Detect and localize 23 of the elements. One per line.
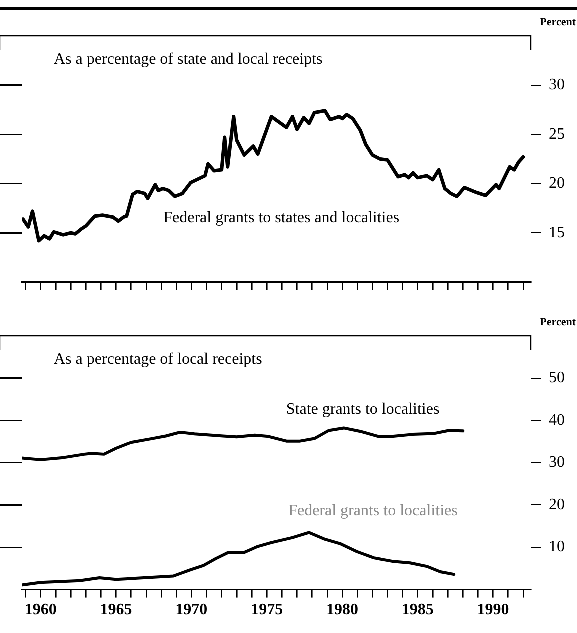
- y-tick-label: 50: [549, 370, 565, 387]
- x-tick-label: 1965: [100, 602, 132, 619]
- series-label: State grants to localities: [286, 400, 440, 418]
- x-tick-label: 1985: [402, 602, 434, 619]
- x-tick-label: 1980: [326, 602, 358, 619]
- y-axis-title: Percent: [540, 316, 576, 328]
- y-tick-label: 40: [549, 412, 565, 429]
- y-tick-label: 20: [549, 175, 565, 192]
- x-tick-label: 1990: [477, 602, 510, 619]
- x-tick-label: 1970: [176, 602, 208, 619]
- x-tick-label: 1960: [24, 602, 57, 619]
- series-label: Federal grants to states and localities: [164, 210, 400, 227]
- y-tick-label: 30: [549, 454, 565, 472]
- y-tick-label: 25: [549, 126, 565, 143]
- x-tick-label: 1975: [251, 602, 284, 619]
- text: As a percentage of state and local receipts: [54, 51, 323, 68]
- y-tick-label: 30: [549, 76, 565, 94]
- text: As a percentage of local receipts: [54, 351, 262, 368]
- y-tick-label: 10: [549, 538, 565, 556]
- y-axis-title: Percent: [540, 16, 576, 28]
- y-tick-label: 20: [549, 496, 565, 514]
- series-label: Federal grants to localities: [288, 502, 458, 520]
- y-tick-label: 15: [549, 224, 565, 242]
